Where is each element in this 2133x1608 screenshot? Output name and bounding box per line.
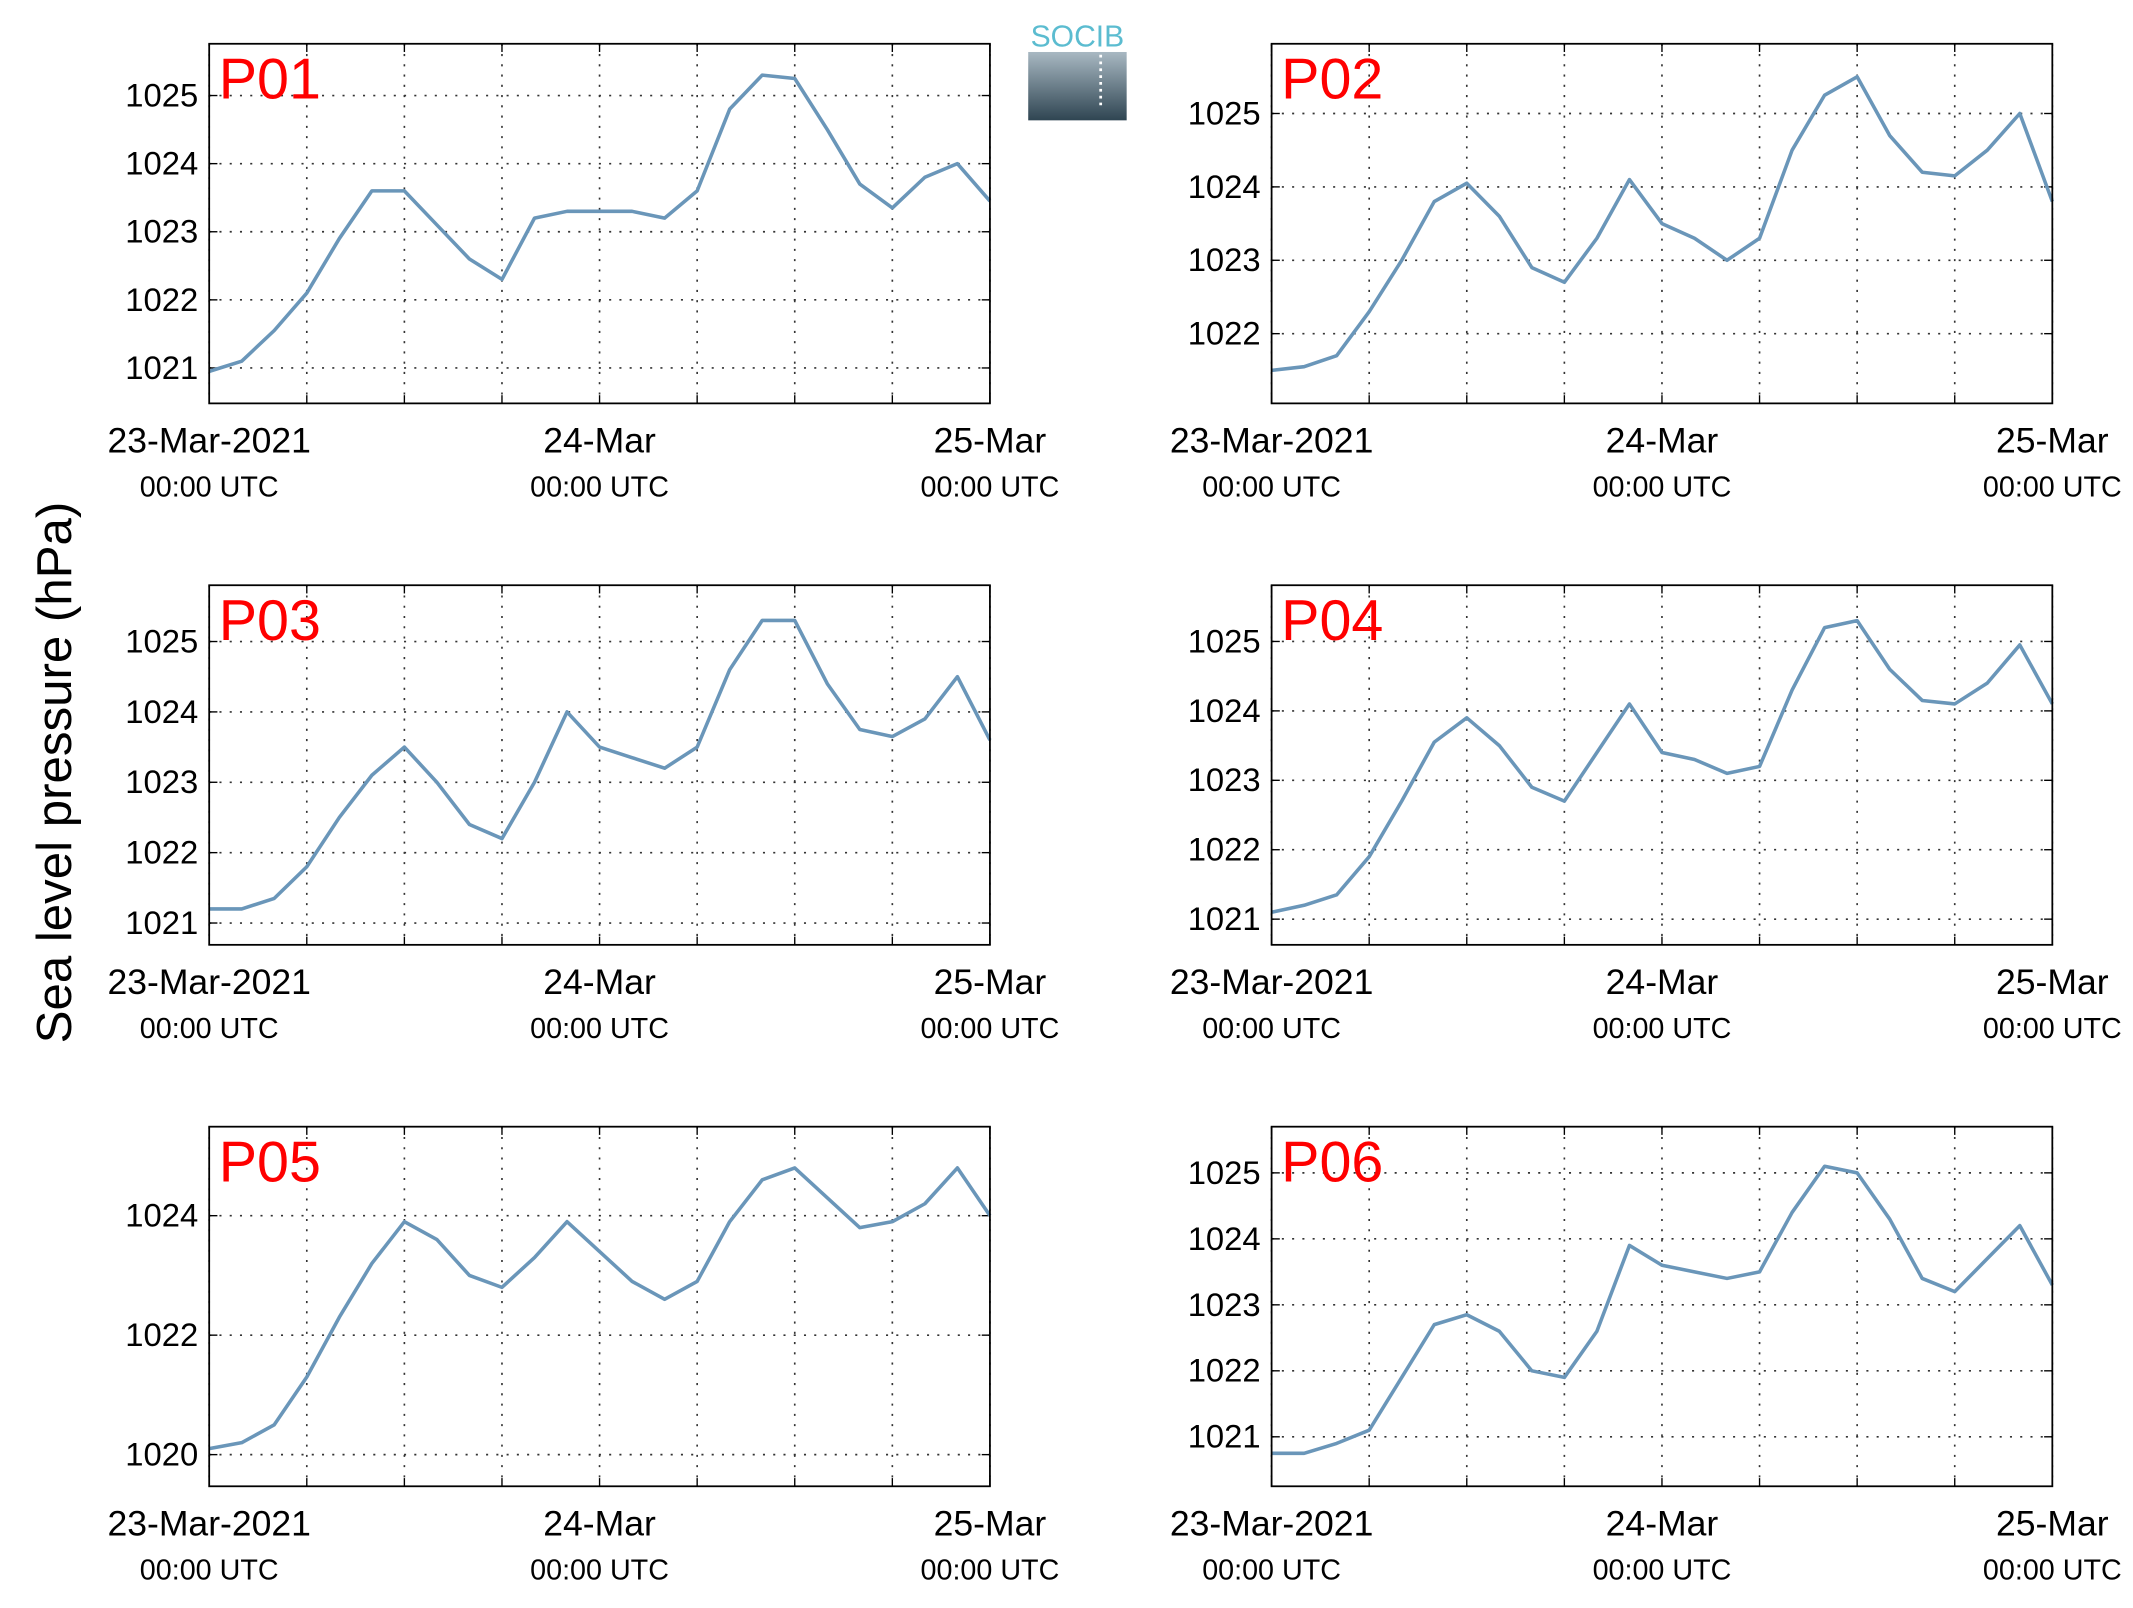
data-line — [1271, 1164, 2054, 1456]
panel: 1020 1022 1024 23-Mar-2021 00:00 UTC 24-Mar 00… — [107, 1125, 1060, 1586]
x-tick-sublabel: 00:00 UTC — [921, 1554, 1060, 1586]
x-tick-label: 25-Mar — [1996, 962, 2109, 1002]
data-line — [208, 1166, 992, 1451]
plot-area — [209, 43, 990, 404]
y-tick-label: 1021 — [125, 904, 198, 941]
x-tick-sublabel: 00:00 UTC — [921, 471, 1060, 503]
panel-title: P03 — [219, 589, 321, 653]
panel: 1022 1023 1024 1025 23-Mar-2021 00:00 UTC 24-M… — [1170, 42, 2122, 503]
logo-box — [1028, 51, 1127, 121]
panel: 1021 1022 1023 1024 1025 23-Mar-2021 00:00 UTC… — [1170, 1125, 2122, 1586]
x-tick-sublabel: 00:00 UTC — [1593, 1013, 1732, 1045]
y-tick-label: 1024 — [1188, 692, 1261, 729]
y-tick-label: 1025 — [1188, 622, 1261, 659]
data-line — [1271, 618, 2054, 914]
x-tick-sublabel: 00:00 UTC — [530, 1554, 669, 1586]
x-tick-sublabel: 00:00 UTC — [1202, 471, 1341, 503]
x-tick-label: 25-Mar — [934, 1504, 1047, 1544]
x-tick-label: 23-Mar-2021 — [1170, 421, 1374, 461]
y-tick-label: 1023 — [125, 763, 198, 800]
x-tick-label: 25-Mar — [934, 421, 1047, 461]
panel-title: P01 — [219, 47, 321, 111]
y-tick-label: 1023 — [1188, 241, 1261, 278]
plot-area — [1271, 585, 2053, 945]
x-tick-label: 24-Mar — [1606, 962, 1719, 1002]
y-tick-label: 1020 — [125, 1436, 198, 1473]
logo: SOCIB — [1028, 21, 1127, 121]
y-axis-label: Sea level pressure (hPa) — [27, 502, 82, 1044]
panel-title: P06 — [1281, 1130, 1383, 1194]
panel-title: P02 — [1281, 47, 1383, 111]
y-tick-label: 1022 — [125, 1316, 198, 1353]
x-tick-sublabel: 00:00 UTC — [530, 471, 669, 503]
y-tick-label: 1022 — [1188, 831, 1261, 868]
y-tick-label: 1024 — [125, 1197, 198, 1234]
x-tick-label: 24-Mar — [543, 421, 656, 461]
y-tick-label: 1023 — [125, 213, 198, 250]
x-tick-label: 23-Mar-2021 — [107, 962, 311, 1002]
panel-title: P04 — [1281, 589, 1383, 653]
x-tick-sublabel: 00:00 UTC — [1983, 471, 2122, 503]
y-tick-label: 1023 — [1188, 761, 1261, 798]
panel-title: P05 — [219, 1130, 321, 1194]
x-tick-sublabel: 00:00 UTC — [1983, 1013, 2122, 1045]
x-tick-label: 23-Mar-2021 — [1170, 1504, 1374, 1544]
x-tick-label: 23-Mar-2021 — [1170, 962, 1374, 1002]
x-tick-sublabel: 00:00 UTC — [140, 1554, 279, 1586]
x-tick-sublabel: 00:00 UTC — [1593, 1554, 1732, 1586]
x-tick-label: 24-Mar — [1606, 421, 1719, 461]
x-tick-label: 24-Mar — [543, 1504, 656, 1544]
y-tick-label: 1025 — [125, 622, 198, 659]
y-tick-label: 1021 — [1188, 1418, 1261, 1455]
plot-area — [1271, 1126, 2053, 1487]
axes-frame — [208, 42, 991, 405]
data-line — [209, 618, 992, 911]
x-tick-label: 25-Mar — [1996, 421, 2109, 461]
x-tick-sublabel: 00:00 UTC — [140, 1013, 279, 1045]
plot-area — [209, 1126, 990, 1487]
plot-area — [209, 585, 990, 945]
x-tick-label: 23-Mar-2021 — [107, 1504, 311, 1544]
y-tick-label: 1023 — [1188, 1286, 1261, 1323]
panel: 1021 1022 1023 1024 1025 23-Mar-2021 00:00 UTC… — [107, 42, 1060, 503]
y-tick-label: 1025 — [125, 76, 198, 113]
y-tick-label: 1022 — [125, 834, 198, 871]
x-tick-label: 24-Mar — [1606, 1504, 1719, 1544]
axes-frame — [208, 1125, 991, 1488]
x-tick-sublabel: 00:00 UTC — [1593, 471, 1732, 503]
axes-frame — [1270, 584, 2054, 946]
data-line — [208, 73, 992, 374]
logo-text: SOCIB — [1031, 21, 1125, 54]
y-tick-label: 1025 — [1188, 1154, 1261, 1191]
x-tick-sublabel: 00:00 UTC — [1202, 1554, 1341, 1586]
x-tick-label: 25-Mar — [1996, 1504, 2109, 1544]
y-tick-label: 1021 — [125, 349, 198, 386]
axes-frame — [1270, 42, 2054, 405]
x-tick-sublabel: 00:00 UTC — [530, 1013, 669, 1045]
y-tick-label: 1021 — [1188, 900, 1261, 937]
y-tick-label: 1024 — [1188, 1220, 1261, 1257]
panel: 1021 1022 1023 1024 1025 23-Mar-2021 00:00 UTC… — [107, 584, 1060, 1045]
x-tick-label: 25-Mar — [934, 962, 1047, 1002]
x-tick-sublabel: 00:00 UTC — [140, 471, 279, 503]
x-tick-sublabel: 00:00 UTC — [1202, 1013, 1341, 1045]
panel: 1021 1022 1023 1024 1025 23-Mar-2021 00:00 UTC… — [1170, 584, 2122, 1045]
y-tick-label: 1022 — [1188, 315, 1261, 352]
y-tick-label: 1022 — [1188, 1352, 1261, 1389]
y-tick-label: 1024 — [125, 145, 198, 182]
y-tick-label: 1022 — [125, 281, 198, 318]
axes-frame — [208, 584, 991, 946]
data-line — [1271, 75, 2054, 373]
x-tick-sublabel: 00:00 UTC — [921, 1013, 1060, 1045]
x-tick-label: 24-Mar — [543, 962, 656, 1002]
axes-frame — [1270, 1125, 2054, 1488]
y-tick-label: 1025 — [1188, 94, 1261, 131]
x-tick-sublabel: 00:00 UTC — [1983, 1554, 2122, 1586]
y-tick-label: 1024 — [125, 693, 198, 730]
y-tick-label: 1024 — [1188, 168, 1261, 205]
x-tick-label: 23-Mar-2021 — [107, 421, 311, 461]
